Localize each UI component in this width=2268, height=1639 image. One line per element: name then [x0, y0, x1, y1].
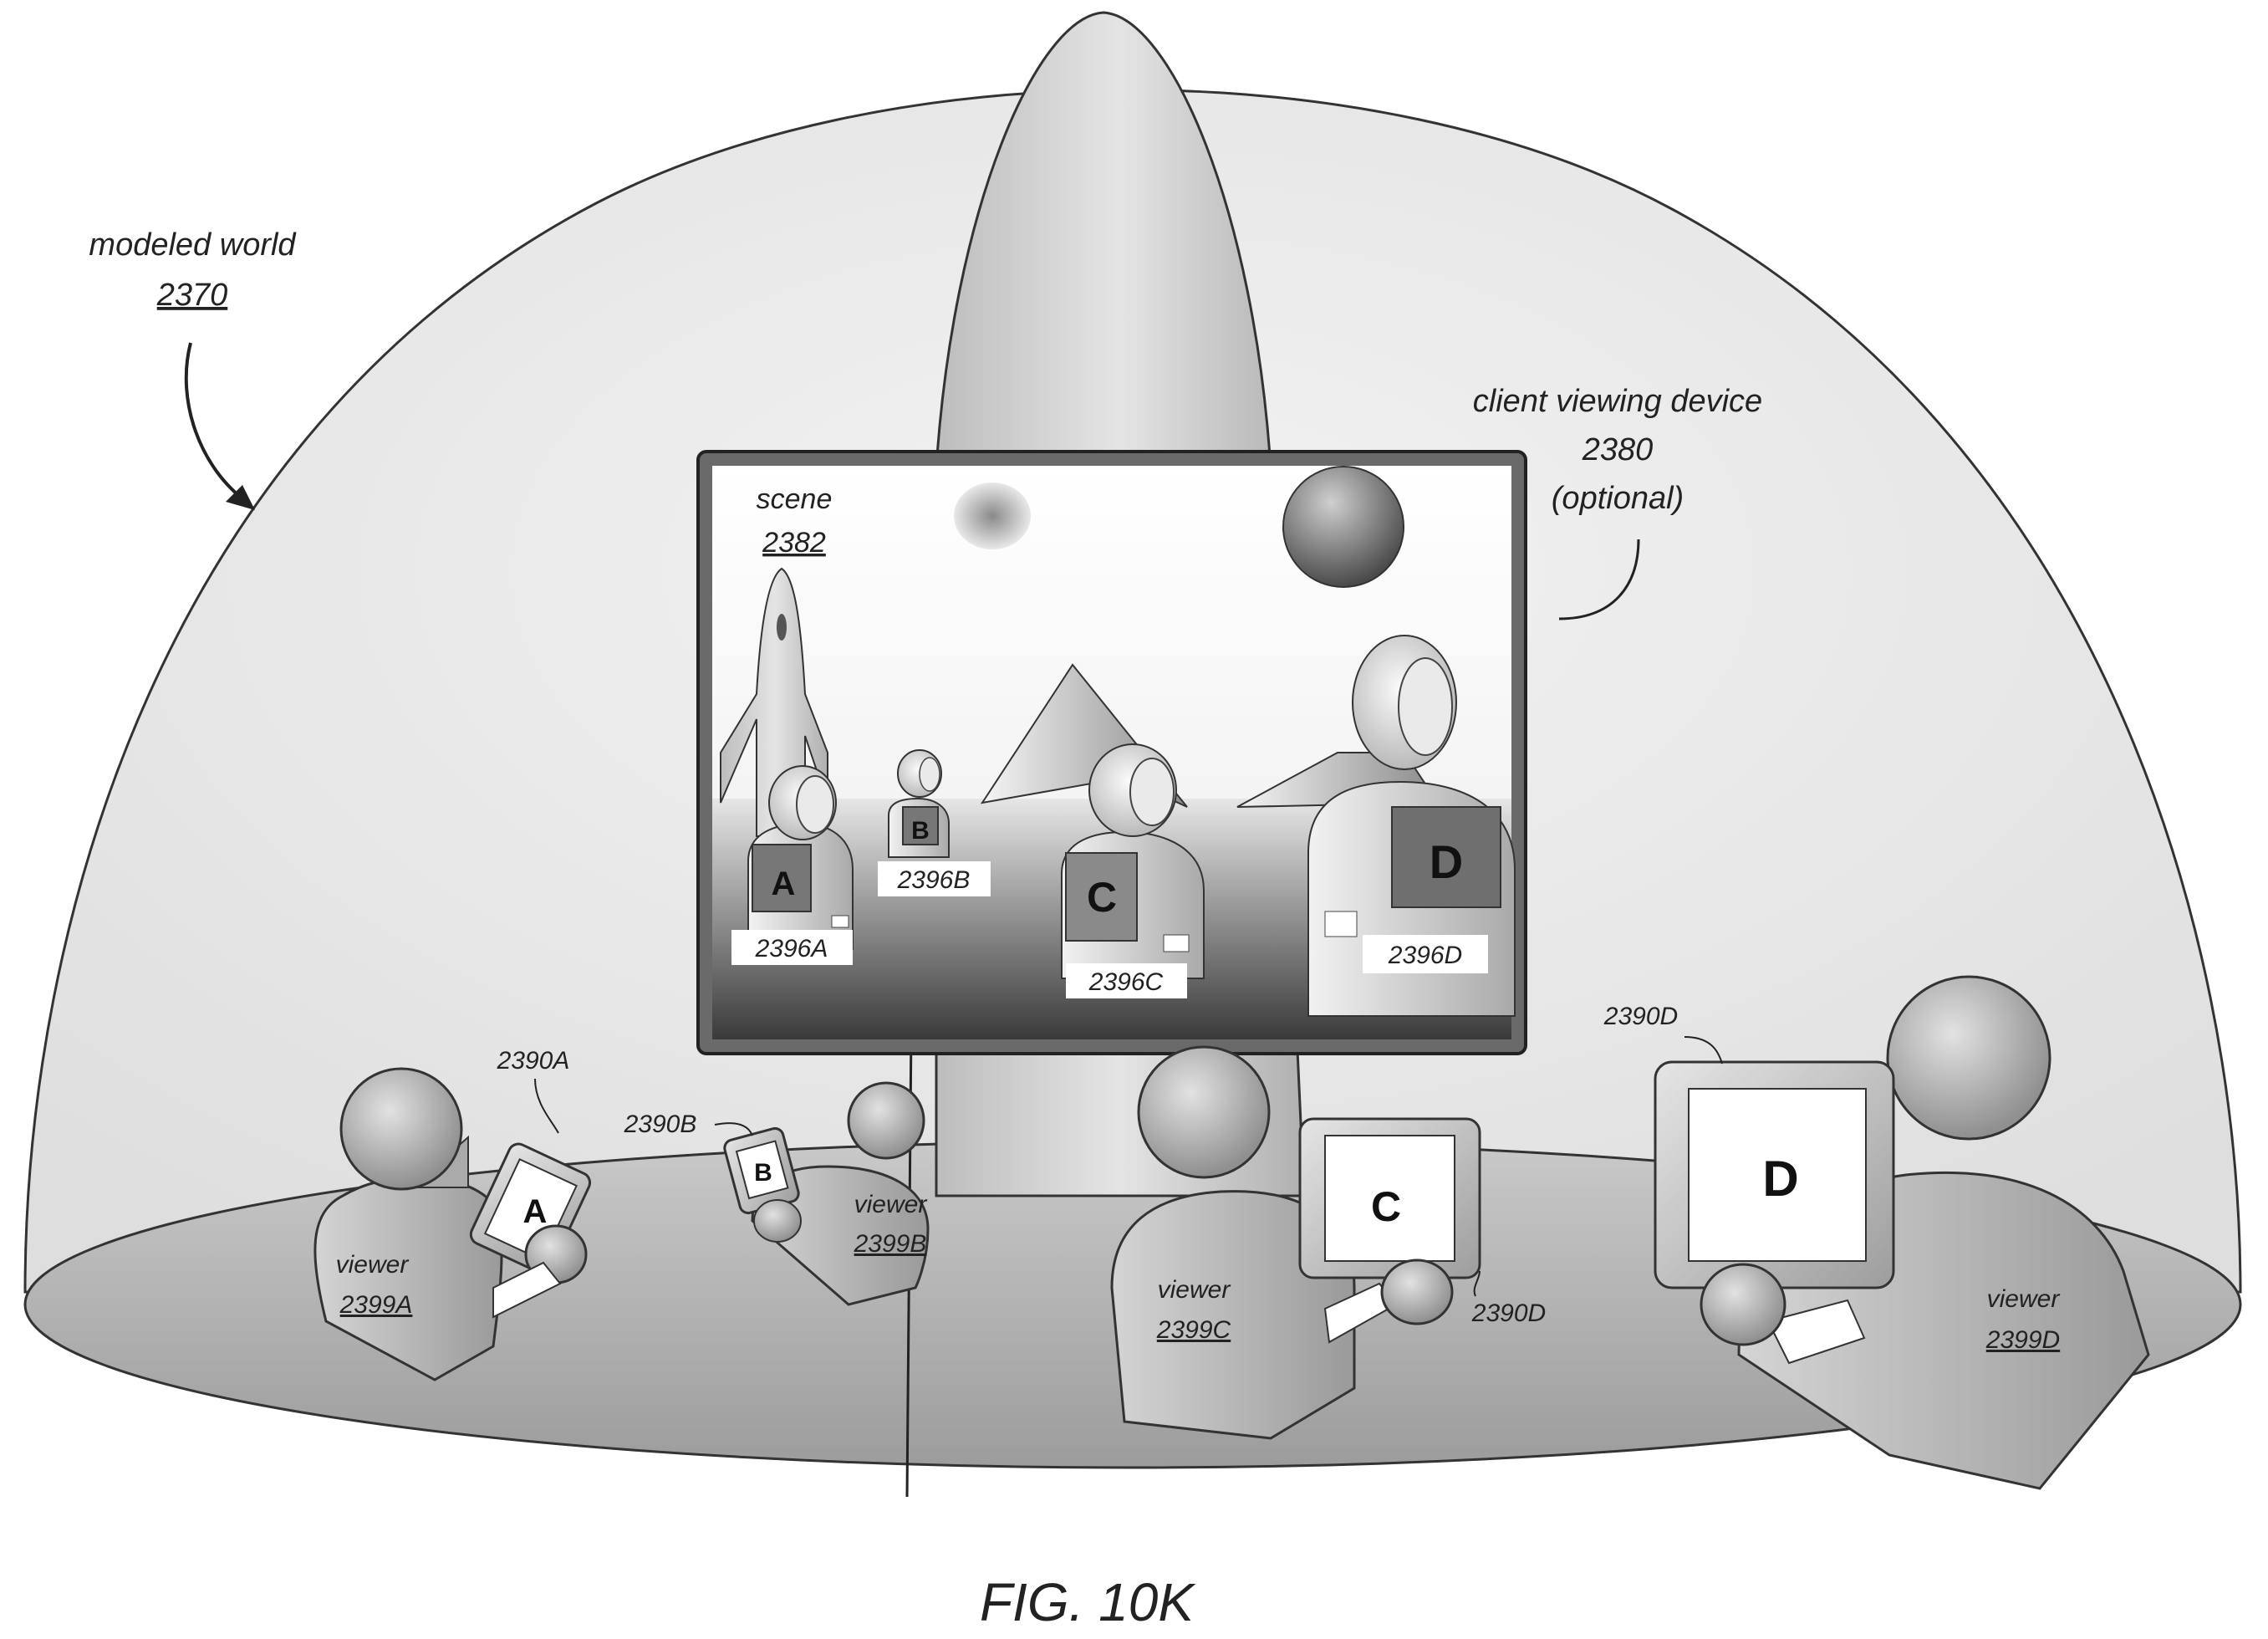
viewer-d-label: viewer	[1987, 1285, 2061, 1313]
viewer-d-ref: 2399D	[1985, 1326, 2060, 1354]
scene-planet	[1283, 467, 1404, 587]
device-b-ref: 2390B	[624, 1111, 697, 1138]
scene-label: scene	[757, 483, 833, 515]
device-d-ref: 2390D	[1603, 1003, 1678, 1030]
viewer-b-ref: 2399B	[854, 1230, 927, 1258]
scene-sun	[954, 483, 1031, 549]
avatar-d-ref: 2396D	[1388, 942, 1462, 969]
avatar-c-ref: 2396C	[1088, 968, 1164, 996]
viewer-c-label: viewer	[1158, 1276, 1231, 1304]
avatar-d-letter: D	[1430, 835, 1463, 888]
figure-caption: FIG. 10K	[980, 1572, 1196, 1632]
client-device-ref: 2380	[1582, 432, 1654, 467]
avatar-c-letter: C	[1087, 874, 1117, 921]
tablet-a-letter: A	[523, 1193, 548, 1230]
viewer-b-label: viewer	[854, 1191, 928, 1218]
device-a-ref: 2390A	[497, 1047, 570, 1075]
tablet-b-letter: B	[754, 1159, 772, 1187]
modeled-world-label: modeled world	[89, 227, 297, 263]
viewer-c-ref: 2399C	[1156, 1316, 1231, 1344]
tablet-d-letter: D	[1762, 1151, 1798, 1207]
avatar-b-ref: 2396B	[897, 866, 971, 894]
device-c-ref: 2390D	[1471, 1299, 1546, 1327]
scene-ref: 2382	[762, 527, 826, 559]
viewer-a-ref: 2399A	[339, 1291, 413, 1319]
client-device-label: client viewing device	[1473, 384, 1762, 419]
avatar-a-ref: 2396A	[755, 935, 828, 962]
modeled-world-arrow	[186, 343, 247, 502]
viewer-a-label: viewer	[336, 1251, 410, 1279]
modeled-world-ref: 2370	[156, 278, 228, 313]
avatar-b-letter: B	[911, 817, 930, 845]
avatar-a-letter: A	[772, 865, 796, 902]
client-device-note: (optional)	[1552, 481, 1684, 516]
tablet-c-letter: C	[1371, 1183, 1401, 1230]
